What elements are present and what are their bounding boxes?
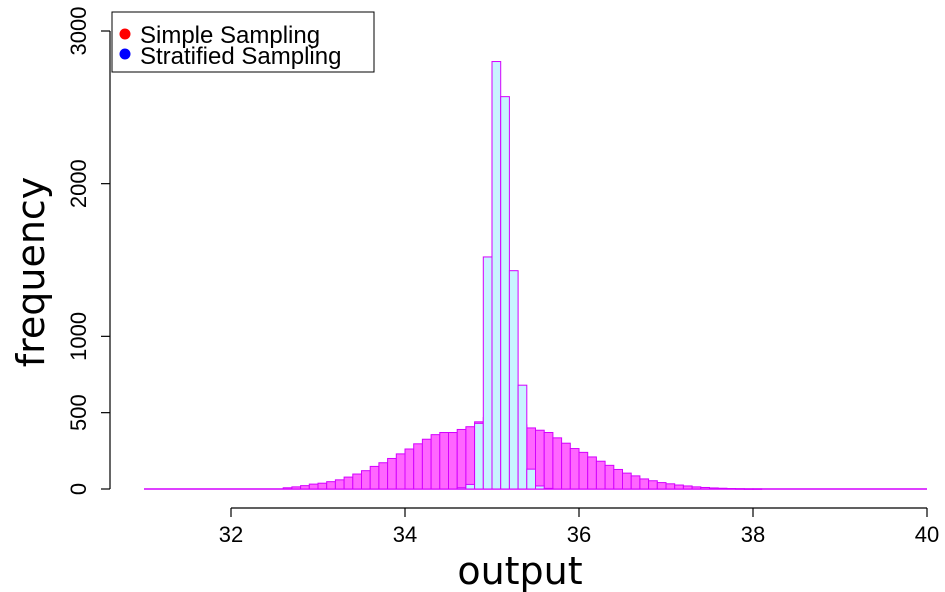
histogram-bar: [726, 488, 737, 490]
histogram-bar: [717, 487, 728, 490]
histogram-bar: [308, 483, 319, 490]
histogram-bar: [343, 476, 354, 490]
histogram-bar: [700, 486, 710, 490]
axes-layer: 32 34 36 38 40 0 500 1000 2000 3000: [66, 7, 939, 547]
histogram-bar: [752, 488, 763, 490]
y-axis-title: frequency: [9, 177, 53, 368]
histogram-bar: [482, 256, 493, 490]
legend-marker-simple: [119, 28, 131, 40]
histogram-bar: [648, 480, 658, 490]
histogram-bar: [404, 448, 415, 490]
histogram-bar: [552, 437, 563, 490]
histogram-bar: [369, 465, 380, 490]
histogram-bar: [587, 456, 597, 490]
histogram-bar: [622, 472, 632, 490]
histogram-bar: [613, 468, 623, 490]
histogram-bar: [595, 460, 606, 490]
bars-layer: [144, 61, 927, 490]
histogram-bar: [535, 429, 545, 490]
histogram-bar: [682, 485, 693, 490]
histogram-bar: [491, 61, 502, 490]
histogram-bar: [465, 426, 476, 490]
histogram-bar: [691, 486, 702, 490]
histogram-bar: [526, 468, 536, 490]
series-1: [456, 61, 554, 490]
x-tick-label: 34: [393, 522, 417, 547]
histogram-bar: [395, 453, 406, 490]
legend-label-simple: Simple Sampling: [140, 22, 320, 49]
y-tick-label: 1000: [66, 312, 91, 361]
histogram-bar: [291, 486, 302, 490]
histogram-bar: [282, 487, 293, 490]
histogram-bar: [656, 482, 667, 490]
histogram-bar: [743, 488, 754, 490]
histogram-bar: [378, 462, 389, 490]
histogram-bar: [317, 482, 328, 490]
legend-marker-stratified: [119, 48, 131, 60]
histogram-bar: [448, 432, 458, 490]
histogram-bar: [735, 488, 745, 490]
histogram-bar: [456, 487, 467, 490]
histogram-bar: [561, 442, 571, 490]
histogram-bar: [439, 432, 449, 490]
y-tick-label: 500: [66, 394, 91, 431]
legend-label-stratified: Stratified Sampling: [140, 43, 341, 70]
histogram-bar: [430, 434, 441, 490]
histogram-bar: [421, 438, 432, 490]
histogram-bar: [665, 483, 676, 490]
histogram-bar: [500, 96, 510, 490]
x-tick-label: 36: [567, 522, 591, 547]
x-tick-label: 38: [741, 522, 765, 547]
histogram-bar: [569, 448, 580, 490]
histogram-bar: [352, 473, 362, 490]
histogram-bar: [630, 475, 641, 490]
x-tick-label: 40: [915, 522, 939, 547]
histogram-bar: [535, 485, 545, 490]
histogram-bar: [674, 484, 684, 490]
histogram-bar: [639, 478, 650, 490]
histogram-bar: [543, 487, 554, 490]
histogram-bar: [326, 481, 336, 490]
histogram-bar: [578, 451, 589, 490]
y-tick-label: 3000: [66, 7, 91, 56]
histogram-bar: [465, 483, 476, 490]
x-axis-title: output: [457, 549, 582, 592]
histogram-bar: [413, 443, 423, 490]
y-tick-label: 2000: [66, 159, 91, 208]
histogram-bar: [300, 485, 310, 490]
histogram-bar: [387, 457, 397, 490]
y-tick-label: 0: [66, 483, 91, 495]
x-tick-label: 32: [219, 522, 243, 547]
histogram-bar: [361, 470, 371, 490]
histogram-bar: [456, 428, 467, 490]
histogram-bar: [508, 270, 519, 490]
legend: Simple Sampling Stratified Sampling: [111, 11, 375, 73]
histogram-bar: [334, 479, 345, 490]
histogram-bar: [709, 487, 719, 490]
legend-box: [111, 11, 375, 73]
histogram-bar: [543, 432, 554, 490]
histogram-bar: [604, 464, 615, 490]
histogram-bar: [517, 384, 528, 490]
histogram-bar: [474, 422, 484, 490]
